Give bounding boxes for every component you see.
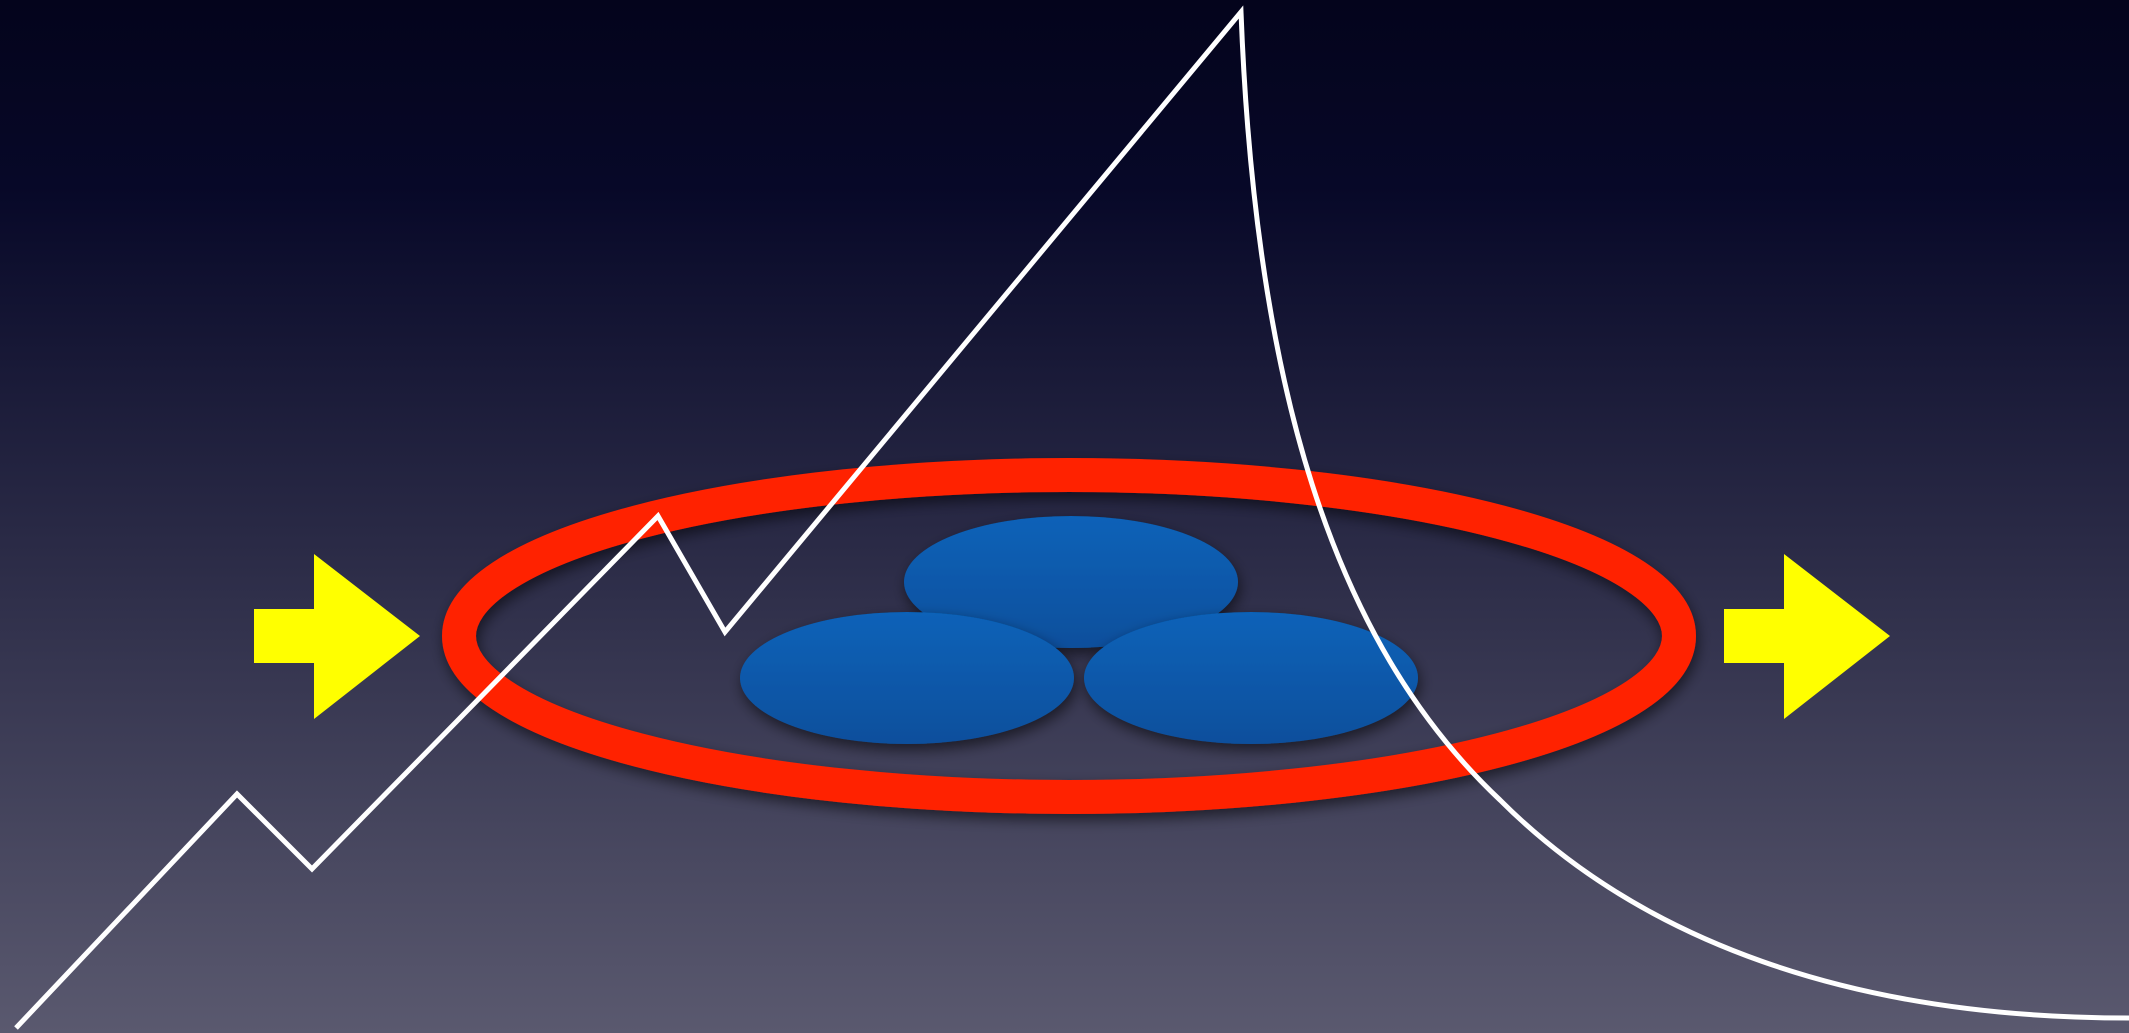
rise-and-decay-curve [14,5,2129,1030]
blue-ellipse-top [904,516,1238,648]
blue-ellipse-right [1084,612,1418,744]
containment-ring [442,458,1696,814]
output-arrow [1724,554,1890,719]
input-arrow [254,554,420,719]
blue-ellipse-left [740,612,1074,744]
